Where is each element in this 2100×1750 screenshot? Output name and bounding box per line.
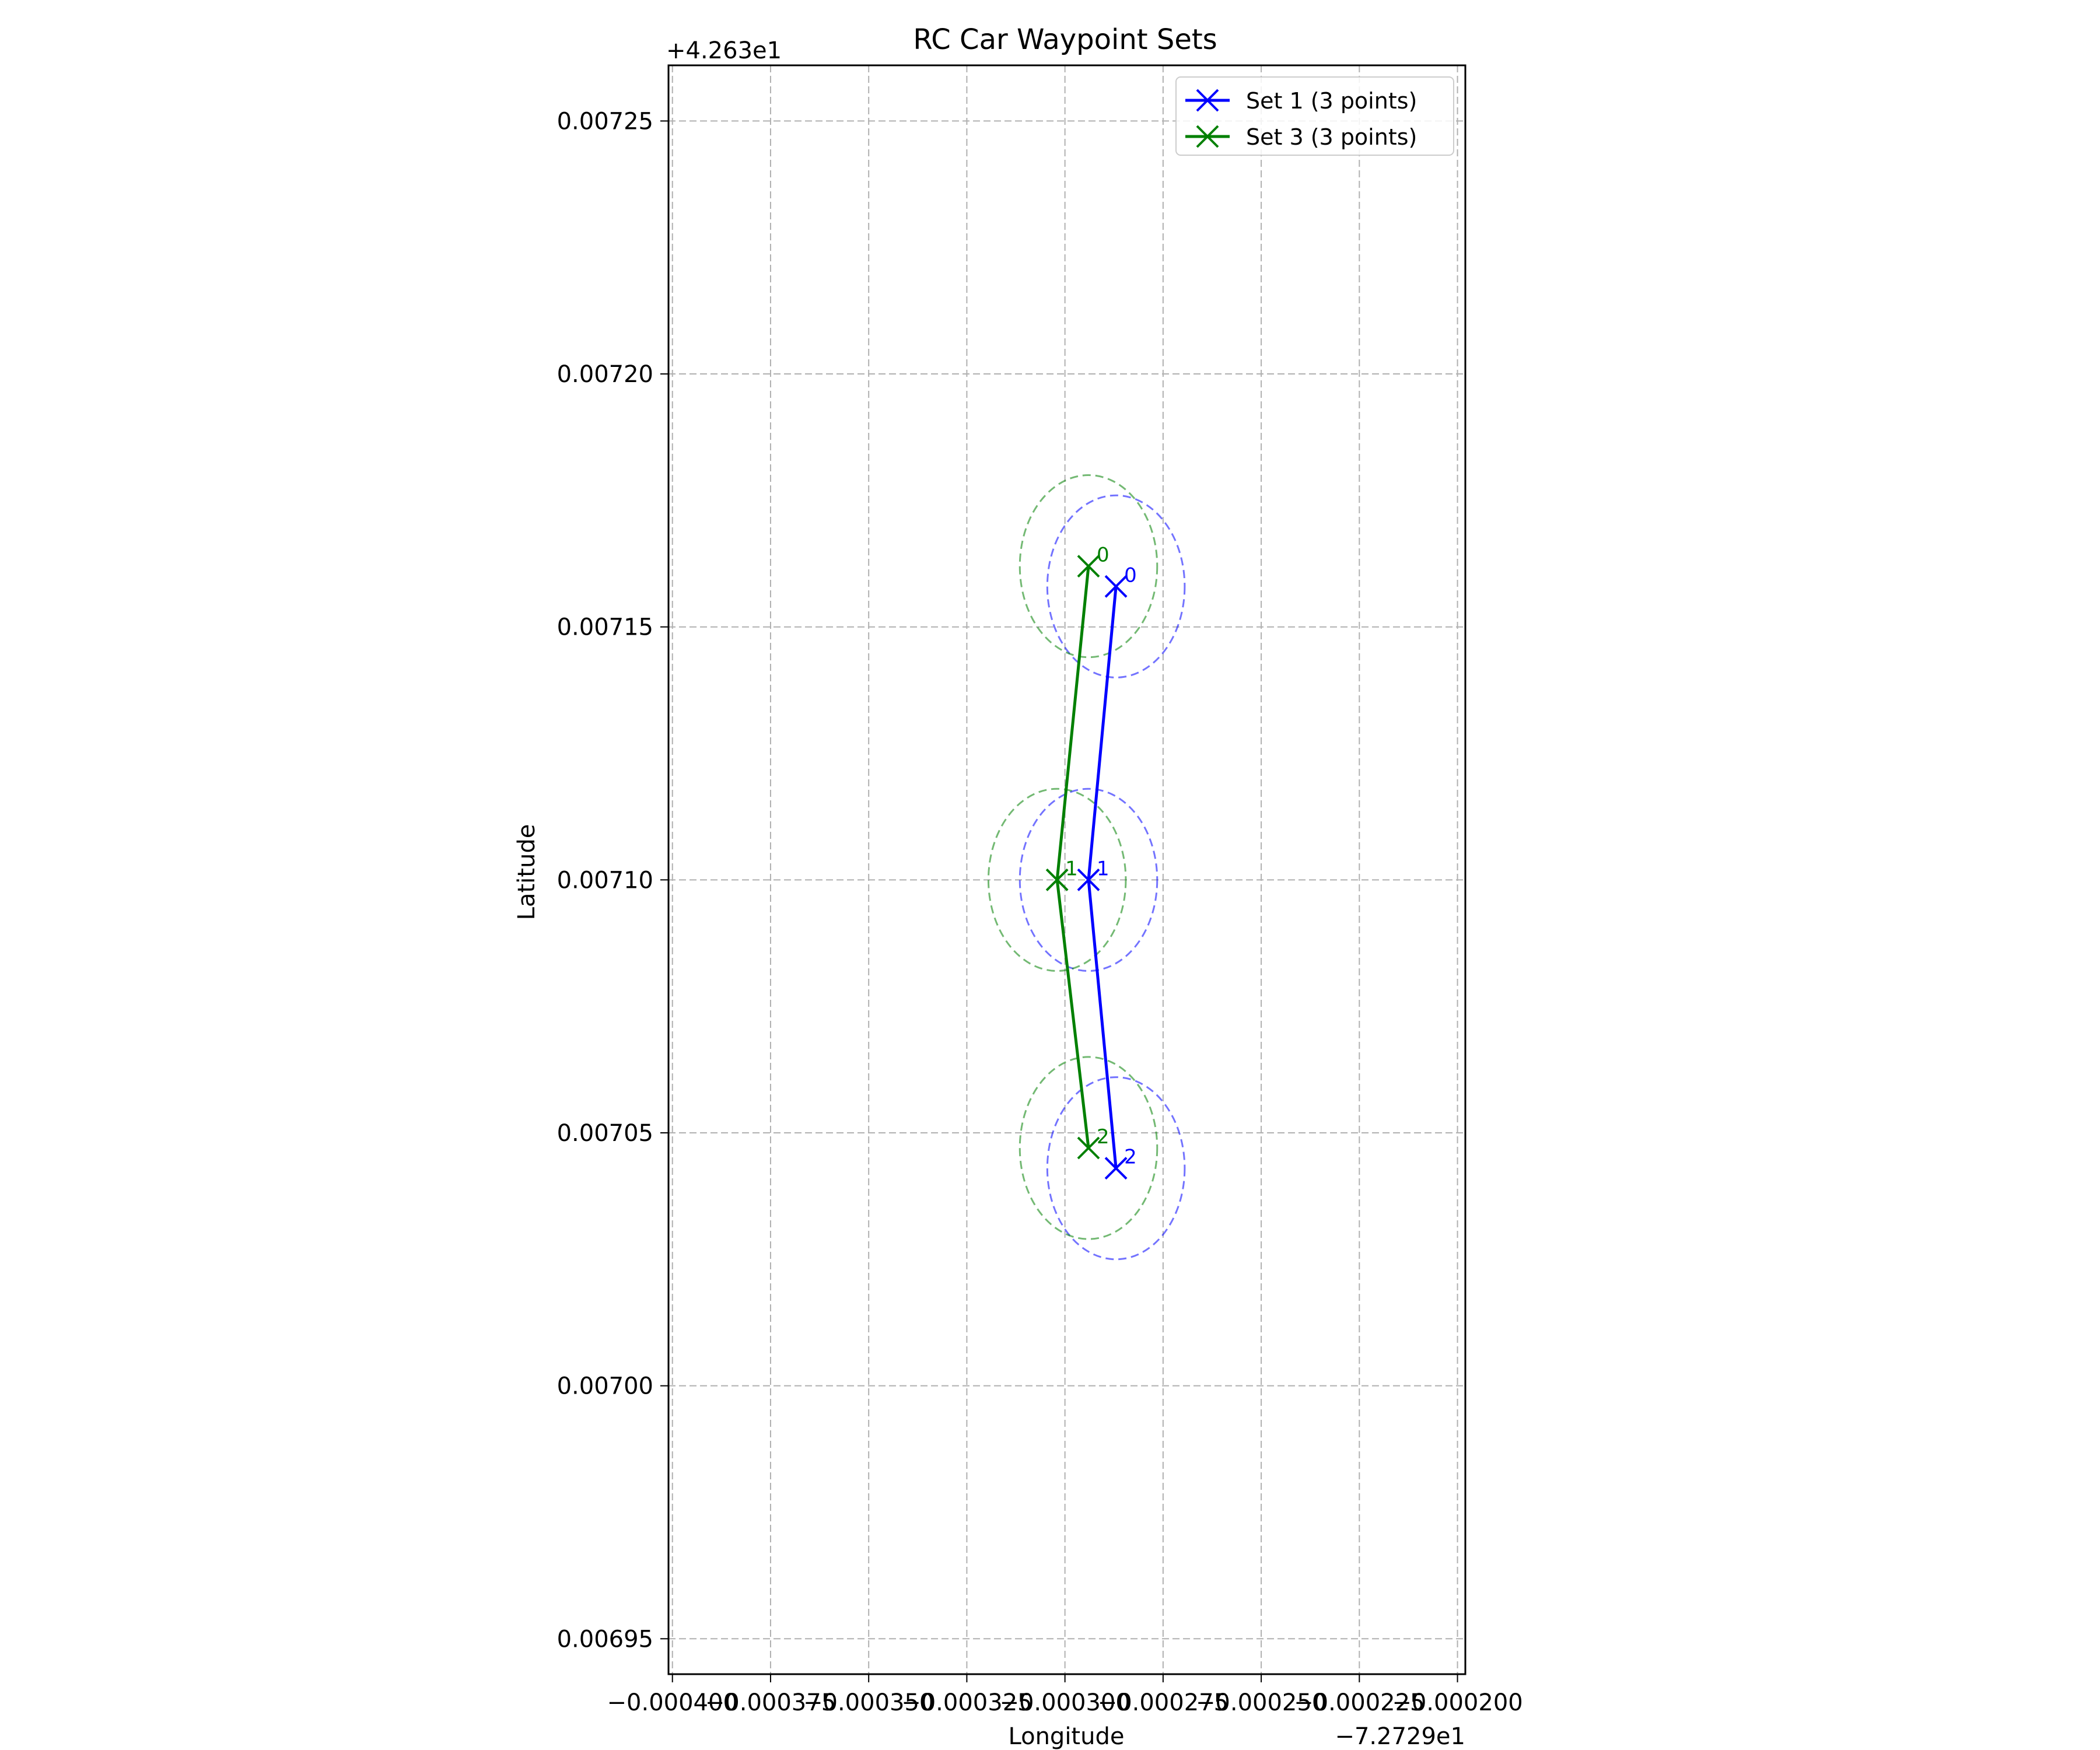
x-tick-label: −0.000300 xyxy=(999,1689,1130,1716)
waypoint-index-label: 1 xyxy=(1065,857,1078,880)
waypoint-marker xyxy=(1077,1136,1100,1160)
y-axis-offset-label: +4.263e1 xyxy=(666,37,782,64)
x-tick-label: −0.000325 xyxy=(901,1689,1032,1716)
tolerance-circle xyxy=(1019,788,1158,972)
y-tick-label: 0.00710 xyxy=(557,867,653,894)
x-tick-label: −0.000375 xyxy=(705,1689,836,1716)
x-tick-label: −0.000250 xyxy=(1196,1689,1326,1716)
axis-ticks: −0.000400−0.000375−0.000350−0.000325−0.0… xyxy=(557,108,1523,1716)
tolerance-circle xyxy=(1019,1056,1158,1240)
tolerance-circle xyxy=(1019,474,1158,659)
x-axis-offset-label: −7.2729e1 xyxy=(1335,1723,1465,1750)
waypoint-index-label: 0 xyxy=(1097,544,1110,567)
plot-frame xyxy=(667,64,1466,1675)
y-tick-label: 0.00695 xyxy=(557,1626,653,1653)
x-tick-label: −0.000225 xyxy=(1294,1689,1424,1716)
x-axis-label: Longitude xyxy=(1009,1723,1125,1750)
chart-title: RC Car Waypoint Sets xyxy=(913,23,1217,56)
x-tick-label: −0.000200 xyxy=(1392,1689,1522,1716)
waypoint-index-label: 2 xyxy=(1124,1146,1137,1169)
waypoint-marker xyxy=(1077,868,1100,891)
waypoint-marker xyxy=(1104,1157,1128,1180)
waypoint-index-label: 0 xyxy=(1124,564,1137,587)
x-tick-label: −0.000400 xyxy=(607,1689,738,1716)
y-tick-label: 0.00725 xyxy=(557,108,653,135)
tolerance-circle xyxy=(1046,494,1186,678)
y-tick-label: 0.00705 xyxy=(557,1120,653,1147)
x-tick-label: −0.000350 xyxy=(803,1689,934,1716)
y-tick-label: 0.00720 xyxy=(557,361,653,388)
plot-area: 0 1 2 0 1 2 xyxy=(987,474,1186,1261)
tolerance-circle xyxy=(1046,1076,1186,1261)
y-tick-label: 0.00715 xyxy=(557,614,653,641)
legend-label: Set 1 (3 points) xyxy=(1246,88,1417,114)
y-tick-label: 0.00700 xyxy=(557,1373,653,1400)
waypoint-marker xyxy=(1104,575,1128,598)
legend-label: Set 3 (3 points) xyxy=(1246,124,1417,150)
waypoint-marker xyxy=(1196,89,1219,112)
tolerance-circle xyxy=(987,788,1127,972)
waypoint-marker xyxy=(1077,555,1100,578)
grid xyxy=(668,65,1465,1674)
waypoint-marker xyxy=(1045,868,1069,891)
legend-entry: Set 3 (3 points) xyxy=(1185,124,1417,150)
legend: Set 1 (3 points) Set 3 (3 points) xyxy=(1175,76,1454,156)
waypoint-marker xyxy=(1196,125,1219,148)
waypoint-index-label: 1 xyxy=(1097,857,1110,880)
x-tick-label: −0.000275 xyxy=(1098,1689,1228,1716)
legend-box xyxy=(1175,76,1454,156)
y-axis-label: Latitude xyxy=(513,824,540,921)
legend-entry: Set 1 (3 points) xyxy=(1185,88,1417,114)
waypoint-index-label: 2 xyxy=(1097,1125,1110,1149)
